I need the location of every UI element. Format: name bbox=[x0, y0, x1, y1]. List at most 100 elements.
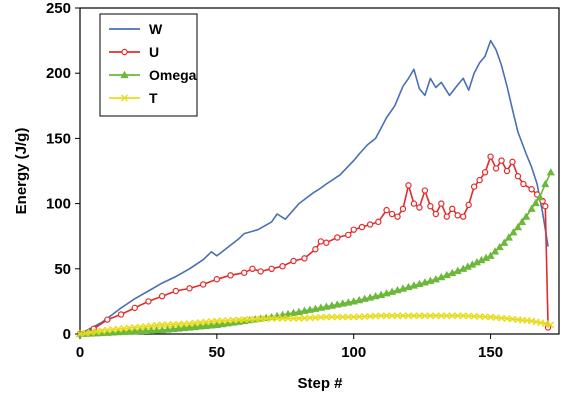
data-point bbox=[355, 295, 364, 304]
data-point bbox=[426, 312, 434, 320]
data-point bbox=[305, 305, 314, 313]
data-point bbox=[131, 304, 138, 312]
data-point bbox=[179, 323, 189, 332]
data-point bbox=[513, 222, 523, 231]
legend-item: T bbox=[109, 90, 158, 106]
data-point bbox=[345, 231, 352, 239]
data-point bbox=[235, 316, 243, 324]
data-point bbox=[465, 312, 473, 320]
data-point bbox=[448, 312, 456, 320]
data-point bbox=[284, 314, 292, 322]
data-point bbox=[522, 212, 531, 220]
data-point bbox=[333, 313, 341, 321]
data-point bbox=[465, 201, 472, 209]
data-point bbox=[410, 312, 418, 320]
data-point bbox=[361, 313, 369, 321]
data-point bbox=[136, 326, 145, 335]
data-point bbox=[249, 265, 256, 272]
data-point bbox=[388, 312, 396, 320]
data-point bbox=[394, 312, 402, 320]
data-point bbox=[491, 247, 500, 255]
series-line bbox=[79, 39, 549, 335]
data-point bbox=[87, 328, 95, 336]
data-point bbox=[476, 313, 484, 321]
data-point bbox=[190, 322, 200, 331]
data-point bbox=[119, 327, 128, 336]
data-point bbox=[427, 203, 434, 210]
legend-label: Omega bbox=[149, 67, 197, 83]
legend-item: W bbox=[109, 21, 163, 37]
data-point bbox=[120, 70, 129, 79]
data-point bbox=[514, 173, 522, 180]
data-point bbox=[486, 251, 495, 259]
x-tick-label: 0 bbox=[76, 344, 84, 361]
data-point bbox=[503, 167, 511, 175]
data-point bbox=[442, 270, 451, 279]
data-point bbox=[527, 204, 536, 212]
data-point bbox=[114, 327, 123, 336]
data-point bbox=[98, 327, 106, 335]
data-point bbox=[509, 158, 516, 166]
data-point bbox=[509, 228, 518, 236]
x-tick-label: 100 bbox=[341, 344, 366, 361]
data-point bbox=[448, 268, 457, 277]
series-w bbox=[79, 39, 549, 335]
data-point bbox=[322, 302, 331, 310]
data-point bbox=[327, 301, 336, 309]
data-point bbox=[283, 309, 293, 318]
data-point bbox=[185, 323, 194, 331]
data-point bbox=[438, 200, 445, 207]
data-point bbox=[520, 180, 527, 188]
data-point bbox=[487, 153, 494, 160]
data-point bbox=[358, 223, 366, 231]
data-point bbox=[355, 313, 363, 321]
data-point bbox=[547, 321, 555, 329]
data-point bbox=[377, 312, 385, 320]
data-point bbox=[317, 313, 325, 321]
data-point bbox=[454, 212, 461, 219]
data-point bbox=[257, 268, 264, 275]
legend-item: U bbox=[109, 44, 159, 60]
y-tick-label: 50 bbox=[54, 261, 71, 278]
data-point bbox=[295, 314, 303, 322]
data-point bbox=[349, 297, 358, 305]
data-point bbox=[470, 183, 478, 190]
data-point bbox=[241, 269, 248, 276]
data-point bbox=[541, 179, 550, 188]
data-point bbox=[175, 320, 183, 328]
data-point bbox=[164, 321, 172, 329]
data-point bbox=[317, 238, 325, 245]
data-point bbox=[322, 313, 330, 321]
data-point bbox=[350, 313, 358, 321]
x-axis-title: Step # bbox=[297, 375, 343, 392]
data-point bbox=[415, 312, 423, 320]
data-point bbox=[399, 312, 407, 320]
data-point bbox=[158, 292, 166, 300]
data-point bbox=[470, 312, 478, 320]
data-point bbox=[531, 198, 540, 207]
data-point bbox=[366, 293, 375, 301]
data-point bbox=[207, 321, 216, 329]
data-point bbox=[541, 320, 549, 328]
legend-item: Omega bbox=[109, 67, 197, 83]
legend-label: U bbox=[149, 44, 159, 60]
data-point bbox=[339, 313, 347, 321]
data-point bbox=[500, 238, 509, 246]
data-point bbox=[460, 213, 467, 220]
axis-ticks: 0 50 100 150 200 250 0 50 100 150 bbox=[46, 0, 503, 361]
data-point bbox=[279, 314, 287, 322]
data-point bbox=[227, 272, 234, 279]
data-point bbox=[517, 217, 527, 225]
y-tick-label: 0 bbox=[63, 326, 71, 343]
data-point bbox=[262, 315, 270, 323]
data-point bbox=[121, 94, 128, 102]
data-point bbox=[218, 317, 226, 325]
data-point bbox=[495, 242, 504, 251]
y-tick-label: 150 bbox=[46, 130, 71, 147]
data-point bbox=[169, 320, 177, 328]
data-point bbox=[196, 322, 205, 330]
legend-box bbox=[99, 13, 198, 117]
data-point bbox=[316, 303, 325, 311]
legend: WU Omega T bbox=[99, 13, 198, 117]
